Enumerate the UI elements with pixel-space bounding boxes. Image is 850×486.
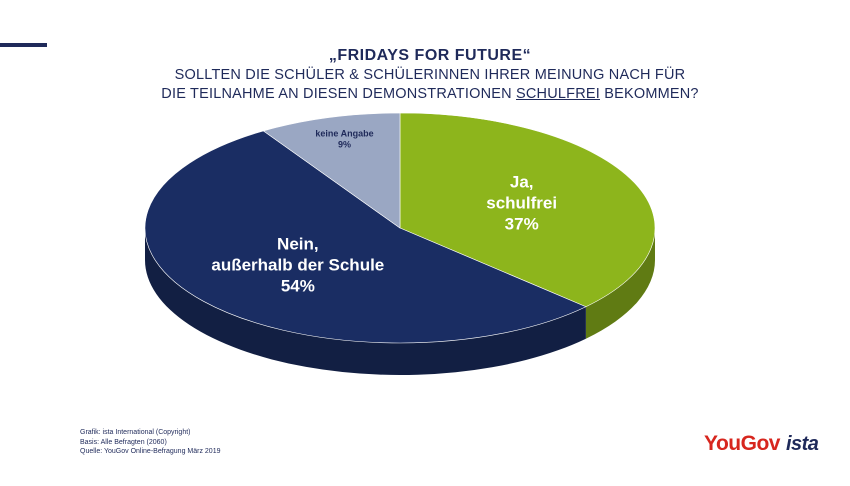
- footer-basis: Basis: Alle Befragten (2060): [80, 438, 167, 446]
- slice-label-0-1: schulfrei: [486, 194, 557, 213]
- yougov-logo: YouGov: [704, 432, 780, 455]
- slice-label-0-0: Ja,: [510, 173, 534, 192]
- slice-label-2-0: keine Angabe: [315, 129, 373, 139]
- pie-slice-1: [144, 130, 587, 344]
- footer-graphic-credit: Grafik: ista International (Copyright): [80, 429, 191, 436]
- pie-side-walls: [145, 228, 655, 376]
- ista-logo: ista: [785, 433, 819, 455]
- slice-value-label-0-2: 37%: [505, 215, 539, 234]
- pie-slice-0: [399, 112, 656, 308]
- pie-side-0: [585, 228, 655, 339]
- chart-title-block: „FRIDAYS FOR FUTURE“ SOLLTEN DIE SCHÜLER…: [150, 46, 710, 104]
- slice-value-label-2-1: 9%: [338, 140, 351, 150]
- question-underlined-word: SCHULFREI: [516, 86, 600, 102]
- chart-question-line-2: DIE TEILNAHME AN DIESEN DEMONSTRATIONEN …: [150, 85, 710, 104]
- accent-bar: [0, 43, 47, 47]
- pie-side-1: [145, 228, 586, 376]
- slice-label-1-0: Nein,: [277, 235, 319, 254]
- slice-value-label-1-2: 54%: [281, 277, 315, 296]
- question-suffix: BEKOMMEN?: [600, 86, 699, 102]
- pie-slices: [144, 112, 656, 344]
- question-prefix: DIE TEILNAHME AN DIESEN DEMONSTRATIONEN: [161, 86, 517, 102]
- pie-slice-2: [262, 112, 401, 229]
- logos: YouGov ista: [704, 432, 819, 460]
- chart-title: „FRIDAYS FOR FUTURE“: [328, 47, 532, 64]
- slice-label-1-1: außerhalb der Schule: [211, 256, 384, 275]
- footer-source: Quelle: YouGov Online-Befragung März 201…: [80, 448, 221, 455]
- source-footer: Grafik: ista International (Copyright) B…: [80, 428, 220, 457]
- chart-question-line-1: SOLLTEN DIE SCHÜLER & SCHÜLERINNEN IHRER…: [174, 67, 686, 83]
- pie-labels: Ja, schulfrei 37% Nein, außerhalb der Schule…: [211, 129, 557, 296]
